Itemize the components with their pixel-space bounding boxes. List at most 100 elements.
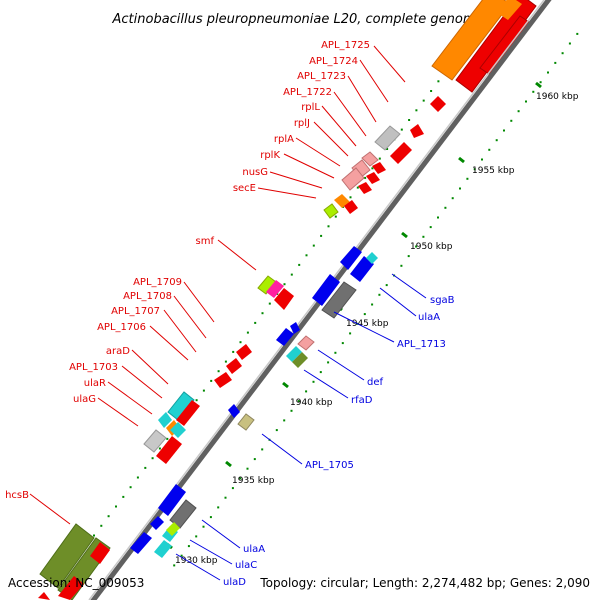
gene-arrow <box>58 576 84 600</box>
tick-dot <box>202 525 205 528</box>
tick-dot <box>385 284 388 287</box>
gene-label: araD <box>106 346 130 357</box>
tick-dot <box>334 351 337 354</box>
gene-label: APL_1724 <box>309 56 358 67</box>
gene-block <box>340 246 362 270</box>
gene-label: APL_1713 <box>397 339 446 350</box>
tick-dot <box>349 332 352 335</box>
tick-dot <box>341 342 344 345</box>
tick-dot <box>422 235 425 238</box>
tick-dot <box>488 148 491 151</box>
gene-label: hcsB <box>5 490 29 501</box>
tick-dot <box>232 350 235 353</box>
tick-dot <box>261 448 264 451</box>
tick-dot <box>305 390 308 393</box>
accession-text: Accession: NC_009053 <box>8 576 144 590</box>
gene-arrow <box>410 124 424 138</box>
gene-block <box>150 516 164 530</box>
gene-block <box>154 540 172 558</box>
tick-dot <box>356 186 359 189</box>
tick-dot <box>209 516 212 519</box>
gene-arrow <box>358 182 372 194</box>
tick-dot <box>151 457 154 460</box>
tick-dot <box>407 255 410 258</box>
gene-label: APL_1722 <box>283 87 332 98</box>
tick-dot <box>459 187 461 190</box>
tick-dot <box>495 139 498 142</box>
gene-label: ulaR <box>84 378 106 389</box>
tick-dot <box>195 399 198 402</box>
scale-label: 1935 kbp <box>232 476 275 486</box>
tick-dot <box>319 371 322 374</box>
tick-dot <box>224 360 227 363</box>
tick-dot <box>568 42 571 45</box>
tick-dot <box>334 215 337 218</box>
gene-block <box>496 0 522 20</box>
tick-dot <box>327 225 330 228</box>
tick-dot <box>290 409 293 412</box>
gene-block <box>158 484 186 516</box>
tick-dot <box>547 71 549 74</box>
tick-dot <box>180 554 183 557</box>
gene-block <box>130 532 152 554</box>
tick-dot <box>327 361 330 364</box>
gene-label: APL_1705 <box>305 460 354 471</box>
gene-label: rplK <box>260 150 280 161</box>
gene-block <box>292 352 308 368</box>
map-title: Actinobacillus pleuropneumoniae L20, com… <box>112 12 484 27</box>
gene-label: APL_1707 <box>111 306 160 317</box>
tick-dot <box>93 534 95 537</box>
gene-arrow <box>344 200 358 214</box>
tick-dot <box>254 321 257 324</box>
gene-label: APL_1725 <box>321 40 370 51</box>
tick-dot <box>320 234 323 237</box>
tick-dot <box>312 244 315 247</box>
gene-arrow <box>236 344 252 360</box>
tick-dot <box>122 495 125 498</box>
tick-dot <box>210 379 213 382</box>
tick-dot <box>408 119 411 121</box>
scale-label: 1930 kbp <box>175 556 218 566</box>
gene-block <box>176 400 200 426</box>
gene-block <box>350 256 374 282</box>
gene-label: ulaC <box>235 560 257 571</box>
tick-dot <box>283 419 286 422</box>
tick-dot <box>430 90 433 92</box>
gene-arrow <box>90 542 110 564</box>
gene-block <box>167 391 195 421</box>
scale-ticks <box>166 81 542 550</box>
gene-block <box>312 274 340 306</box>
tick-dot <box>364 176 367 179</box>
tick-dot <box>415 245 418 248</box>
reverse-strand-features <box>130 246 378 558</box>
major-tick <box>401 231 408 239</box>
forward-gene-labels: APL_1725 APL_1724 APL_1723 APL_1722 rplL… <box>5 40 370 501</box>
tick-dot <box>378 157 381 160</box>
gene-block <box>166 522 180 536</box>
gene-label: APL_1706 <box>97 322 146 333</box>
forward-leader-lines <box>29 45 406 525</box>
gene-label: nusG <box>242 167 268 178</box>
gene-label: secE <box>233 183 256 194</box>
tick-dot <box>386 148 389 150</box>
gene-block <box>170 422 186 438</box>
scale-label: 1945 kbp <box>346 319 389 329</box>
gene-label: APL_1709 <box>133 277 182 288</box>
tick-dot <box>349 196 352 199</box>
tick-dot <box>400 264 403 267</box>
gene-label: sgaB <box>430 295 455 306</box>
gene-label: ulaA <box>418 312 440 323</box>
tick-dot <box>363 313 366 316</box>
genome-summary-text: Topology: circular; Length: 2,274,482 bp… <box>259 576 590 590</box>
reverse-gene-labels: sgaB ulaA APL_1713 def rfaD APL_1705 ula… <box>223 295 455 588</box>
gene-label: def <box>367 377 384 388</box>
gene-block <box>158 412 172 428</box>
tick-dot <box>246 331 249 334</box>
tick-dot <box>129 486 132 489</box>
tick-dot <box>115 505 117 508</box>
gene-block <box>341 167 365 191</box>
tick-dot <box>312 380 315 383</box>
gene-label: APL_1703 <box>69 362 118 373</box>
gene-arrow <box>366 172 380 184</box>
